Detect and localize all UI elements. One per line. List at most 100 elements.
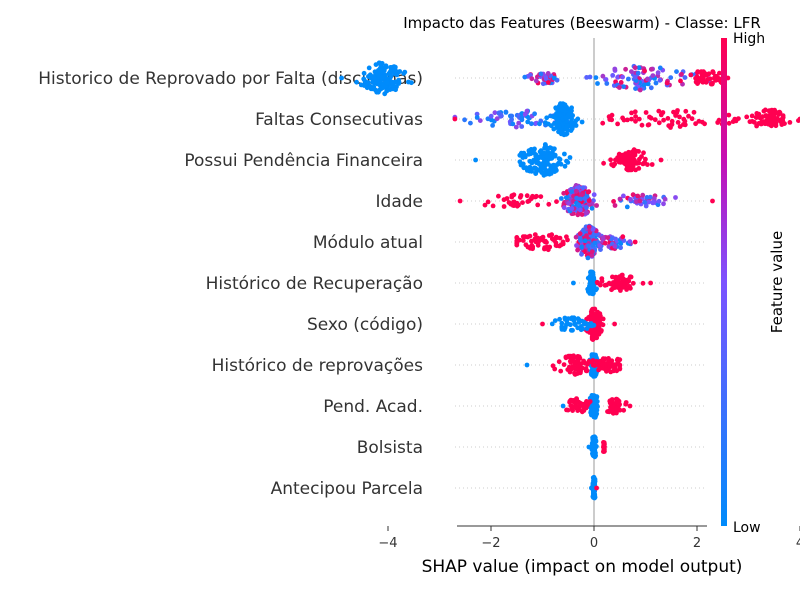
shap-dot [762,121,768,127]
shap-dot [726,120,732,126]
shap-dot [606,357,612,363]
shap-dot [612,66,618,72]
shap-dot [379,61,385,66]
feature-label: Faltas Consecutivas [255,110,423,130]
shap-dot [526,151,532,157]
shap-dot [532,146,537,152]
shap-dot [519,117,525,123]
shap-dot [612,161,618,167]
shap-dot [562,316,568,322]
shap-dot [579,409,585,415]
shap-dot [573,188,579,194]
shap-dot [516,120,522,126]
shap-dot [568,327,574,333]
shap-dot [572,322,578,328]
shap-dot [569,189,574,195]
shap-dot [747,119,753,125]
shap-dot [630,192,636,198]
shap-dot [656,198,662,204]
shap-dot [668,125,673,130]
shap-dot [555,118,561,124]
shap-dot [612,362,618,368]
shap-dot [618,241,624,247]
shap-dot [682,122,688,128]
shap-dot [501,204,507,209]
shap-dot [617,407,623,413]
shap-dot [587,74,593,80]
shap-dot [609,112,615,118]
shap-dot [596,331,602,337]
shap-dot [694,74,700,80]
shap-dot [591,477,596,483]
shap-dot [452,116,458,122]
shap-dot [658,157,664,163]
shap-dot [578,327,584,333]
shap-dot [567,155,573,160]
shap-dot [679,71,684,77]
shap-dot [513,124,519,130]
shap-dot [628,197,633,202]
shap-dot [551,75,557,81]
shap-dot [590,445,596,450]
shap-dot [520,200,525,206]
shap-dot [485,199,491,205]
shap-dot [753,115,759,120]
shap-dot [376,72,382,78]
chart-title: Impacto das Features (Beeswarm) - Classe… [403,14,761,32]
shap-dot [620,155,626,161]
shap-dot [588,270,594,275]
shap-dot [668,75,674,80]
shap-dot [541,150,547,156]
shap-dot [675,120,681,125]
shap-dot [592,363,598,368]
shap-dot [590,402,596,408]
shap-dot [613,274,619,280]
shap-dot [591,331,597,337]
shap-dot [623,400,629,405]
shap-dot [633,114,638,119]
shap-dot [519,124,525,129]
shap-dot [559,196,564,201]
shap-dot [558,130,563,136]
shap-dot [538,194,544,200]
shap-dot [537,121,542,127]
shap-dot [589,485,594,491]
shap-dot [648,85,654,91]
shap-dot [652,117,658,123]
shap-dot [763,107,768,113]
shap-dot [522,74,528,80]
x-axis: −4 −2 0 2 4 [378,525,800,551]
shap-dot [554,162,560,168]
shap-dot [630,159,636,165]
shap-dot [624,166,630,172]
shap-dot [552,153,558,159]
shap-dot [637,87,643,93]
shap-dot [744,114,750,120]
shap-dot [564,123,570,128]
shap-dot [609,117,615,123]
shap-dot [586,198,592,204]
shap-dot [573,234,579,240]
shap-dot [575,212,581,218]
shap-dot [551,126,557,132]
shap-dot [702,72,708,78]
shap-dot [591,322,597,328]
shap-dot [580,185,586,191]
shap-dot [496,110,502,116]
shap-dot [628,274,634,280]
shap-dot [361,76,367,82]
shap-dot [524,193,530,199]
shap-dot [683,108,689,114]
shap-dot [581,227,586,233]
shap-dot [639,122,645,128]
shap-dot [601,160,606,166]
shap-dot [629,116,634,122]
shap-dot [388,69,393,74]
shap-dot [767,109,772,114]
shap-dot [510,121,516,127]
shap-dot [640,280,646,286]
shap-dot [706,71,712,77]
shap-dot [576,319,582,325]
shap-dot [482,202,488,208]
feature-label: Antecipou Parcela [271,479,423,499]
